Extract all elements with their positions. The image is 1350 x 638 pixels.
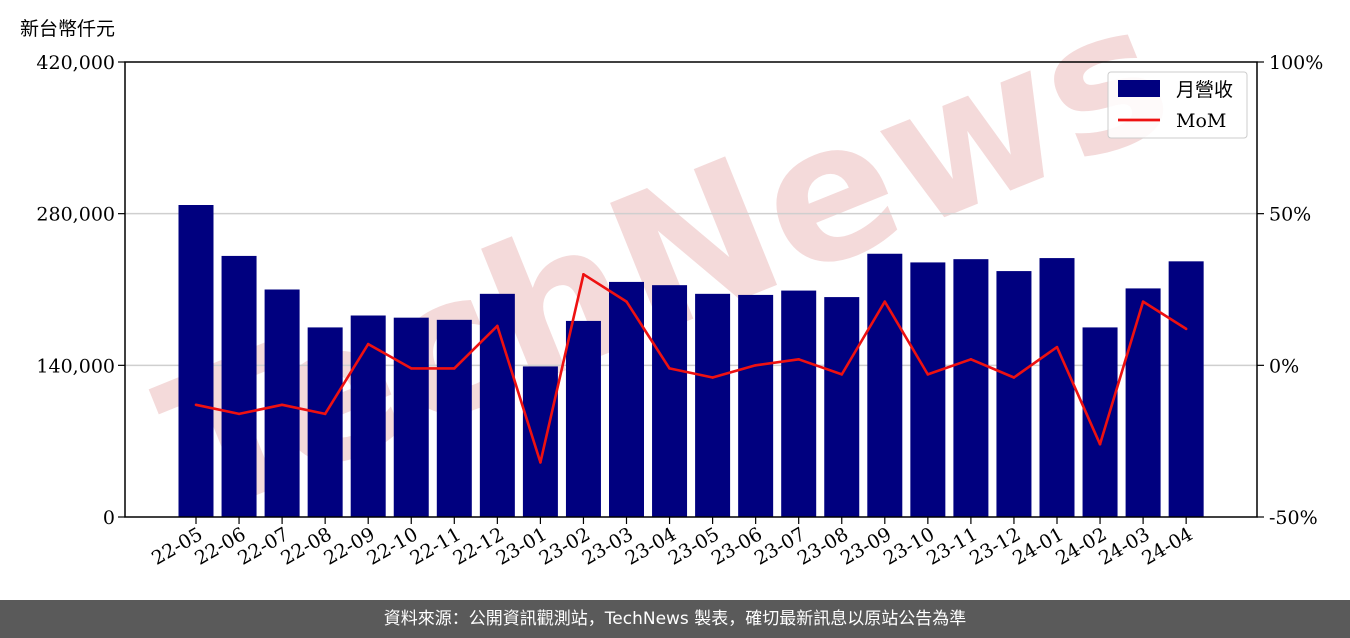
plot-frame	[124, 61, 1258, 518]
left-tick-label: 280,000	[36, 204, 115, 226]
mom-point-22-12	[496, 324, 499, 328]
bar-23-07	[781, 290, 817, 517]
mom-point-23-11	[969, 357, 973, 361]
mom-point-23-01	[539, 461, 542, 464]
legend-swatch-revenue	[1118, 80, 1160, 97]
right-tick-label: 100%	[1269, 52, 1323, 74]
bar-24-04	[1168, 261, 1204, 517]
mom-point-23-10	[926, 373, 930, 376]
mom-point-24-01	[1055, 345, 1059, 349]
mom-point-24-03	[1141, 300, 1145, 303]
mom-point-23-03	[625, 300, 628, 303]
x-tick-label: 24-04	[1138, 523, 1196, 569]
mom-point-22-09	[366, 342, 370, 346]
bar-22-11	[436, 319, 472, 517]
bar-23-08	[824, 297, 860, 517]
mom-line-layer	[194, 272, 1188, 464]
left-tick-label: 420,000	[36, 52, 115, 74]
bar-23-01	[522, 366, 558, 517]
left-tick-label: 0	[103, 507, 115, 529]
right-tick-label: -50%	[1269, 507, 1318, 529]
mom-point-22-08	[323, 412, 327, 416]
bar-22-06	[221, 255, 257, 517]
mom-point-22-10	[409, 367, 413, 370]
bar-23-09	[867, 253, 903, 517]
mom-point-23-07	[797, 357, 800, 361]
bar-24-03	[1125, 288, 1161, 517]
bar-22-10	[393, 317, 429, 517]
source-footer: 資料來源：公開資訊觀測站，TechNews 製表，確切最新訊息以原站公告為準	[0, 600, 1350, 638]
chart: TechNews 0140,000280,000420,000-50%0%50%…	[36, 0, 1323, 570]
mom-point-24-04	[1184, 327, 1188, 331]
mom-point-23-04	[668, 367, 671, 370]
bar-22-09	[350, 315, 386, 517]
bar-23-03	[609, 281, 644, 517]
mom-line	[195, 272, 1187, 464]
bar-23-12	[996, 271, 1032, 517]
mom-point-23-05	[711, 376, 714, 379]
legend-label-mom: MoM	[1176, 110, 1226, 132]
bar-23-10	[910, 262, 946, 517]
bar-23-11	[953, 259, 989, 517]
right-tick-label: 50%	[1269, 204, 1311, 226]
bar-22-07	[264, 289, 300, 517]
mom-point-22-07	[280, 403, 284, 407]
mom-point-23-02	[582, 273, 585, 276]
bar-24-02	[1082, 327, 1118, 517]
right-tick-label: 0%	[1269, 355, 1299, 377]
mom-point-23-08	[840, 373, 844, 376]
legend-label-revenue: 月營收	[1176, 79, 1233, 101]
mom-point-22-11	[453, 367, 456, 370]
mom-point-22-05	[194, 403, 198, 407]
y-axis-unit-label: 新台幣仟元	[20, 18, 116, 40]
bar-22-08	[307, 327, 343, 517]
legend: 月營收 MoM	[1107, 71, 1248, 139]
bar-23-05	[695, 293, 731, 517]
bar-22-05	[178, 205, 214, 517]
bar-23-06	[738, 294, 774, 517]
bar-22-12	[479, 293, 515, 517]
bar-23-04	[652, 285, 688, 517]
mom-point-23-09	[883, 300, 887, 303]
mom-point-24-02	[1098, 442, 1102, 446]
bar-23-02	[565, 320, 601, 517]
bar-24-01	[1039, 258, 1075, 517]
mom-point-23-06	[754, 364, 757, 367]
mom-point-23-12	[1012, 376, 1016, 379]
left-tick-label: 140,000	[36, 355, 115, 377]
mom-point-22-06	[237, 412, 241, 416]
